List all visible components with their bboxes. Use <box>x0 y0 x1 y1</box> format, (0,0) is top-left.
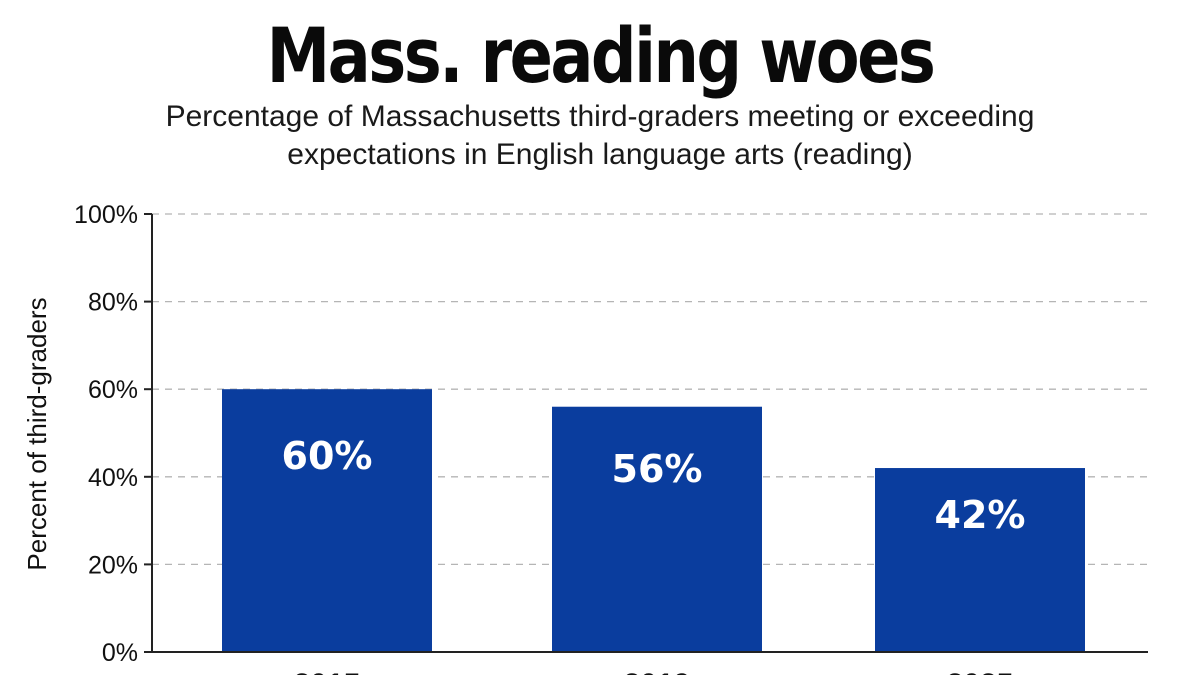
x-category-label: 2015 <box>294 668 361 675</box>
bar-2015 <box>222 389 432 652</box>
axes <box>144 213 1148 653</box>
y-axis-title: Percent of third-graders <box>22 297 52 570</box>
x-category-labels: 2015 2019 2025 <box>294 668 1014 675</box>
y-tick-label: 40% <box>88 464 138 492</box>
data-label-2025: 42% <box>935 493 1026 537</box>
y-tick-label: 80% <box>88 289 138 317</box>
chart-title: Mass. reading woes <box>266 11 936 100</box>
bars <box>222 389 1085 652</box>
data-label-2019: 56% <box>612 447 703 491</box>
bar-2019 <box>552 406 762 652</box>
data-labels: 60% 56% 42% <box>282 434 1026 537</box>
chart-subtitle: Percentage of Massachusetts third-grader… <box>165 100 1035 171</box>
data-label-2015: 60% <box>282 434 373 478</box>
bar-2025 <box>875 468 1085 652</box>
y-tick-label: 0% <box>102 639 138 667</box>
y-tick-label: 20% <box>88 551 138 579</box>
x-category-label: 2019 <box>624 668 691 675</box>
y-tick-label: 60% <box>88 376 138 404</box>
y-tick-label: 100% <box>74 201 138 229</box>
x-category-label: 2025 <box>947 668 1014 675</box>
y-tick-labels: 0% 20% 40% 60% 80% 100% <box>74 201 138 667</box>
